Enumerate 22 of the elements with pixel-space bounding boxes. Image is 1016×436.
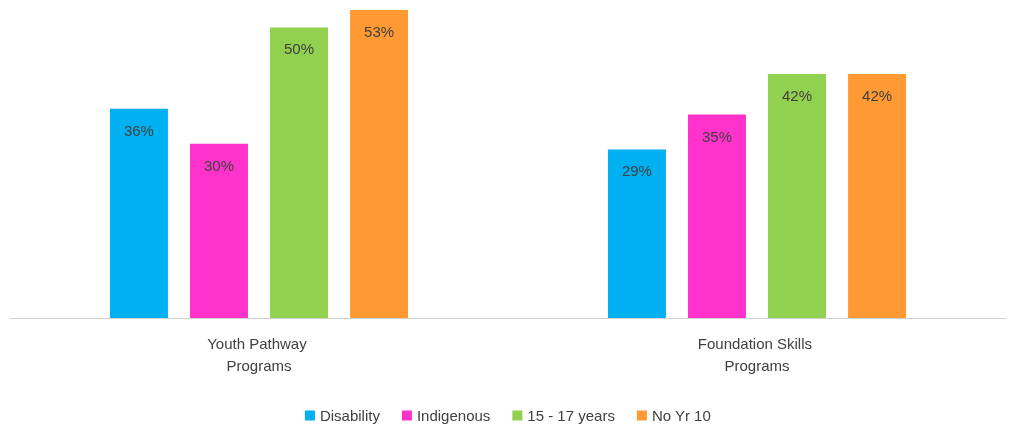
bar <box>189 143 248 318</box>
data-label: 35% <box>701 127 732 145</box>
bar <box>848 73 907 318</box>
data-label: 50% <box>284 40 315 58</box>
data-label: 42% <box>862 86 893 104</box>
data-label: 36% <box>123 121 154 139</box>
x-tick-label: Foundation Skills Programs <box>697 334 817 374</box>
x-tick-label: Youth Pathway Programs <box>207 334 311 374</box>
legend-label: 15 - 17 years <box>527 407 615 424</box>
legend-label: Indigenous <box>416 407 491 424</box>
legend-label: Disability <box>319 407 381 424</box>
bar <box>109 108 168 318</box>
bar <box>607 149 666 318</box>
bar <box>270 27 329 318</box>
data-label: 53% <box>364 23 395 40</box>
data-label: 42% <box>782 86 813 104</box>
data-label: 29% <box>621 162 652 180</box>
data-label: 30% <box>203 156 234 174</box>
bar <box>350 10 409 318</box>
bar <box>768 73 827 318</box>
bar <box>687 114 746 318</box>
legend-label: No Yr 10 <box>651 407 711 424</box>
